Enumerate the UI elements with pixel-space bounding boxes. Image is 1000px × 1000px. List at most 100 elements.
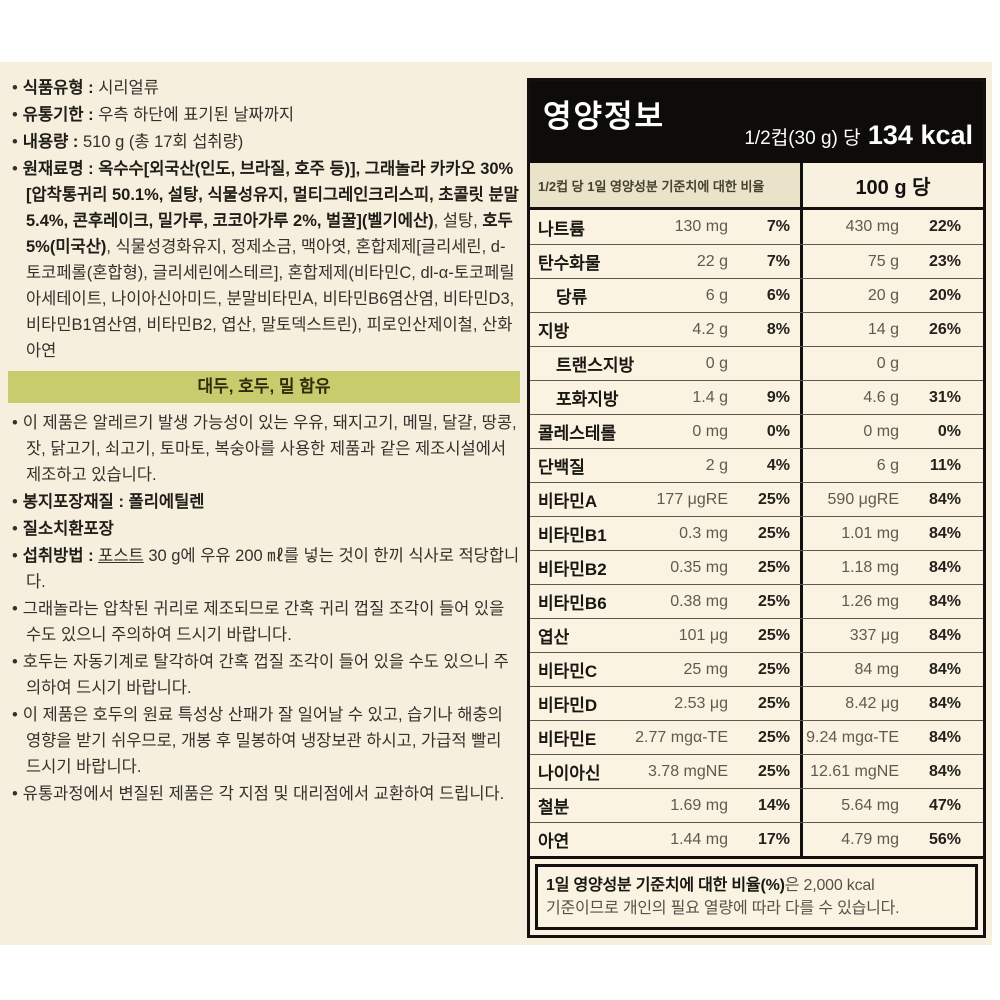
serving-suggestion-item: • 섭취방법 : 포스트 30 g에 우유 200 ㎖를 넣는 것이 한끼 식사로… (6, 543, 520, 595)
nutrient-name: 비타민A (538, 492, 598, 511)
serving-calories: 1/2컵(30 g) 당 134 kcal (744, 120, 973, 151)
per100g-amount: 1.26 mg (841, 592, 899, 610)
nutrition-row: 비타민C 25 mg 25% 84 mg 84% (530, 652, 983, 686)
nutrition-row: 콜레스테롤 0 mg 0% 0 mg 0% (530, 414, 983, 448)
bullet-icon: • (12, 547, 18, 565)
row-per100g-section: 0 g (800, 347, 983, 380)
nutrition-row: 나이아신 3.78 mgNE 25% 12.61 mgNE 84% (530, 754, 983, 788)
nutrition-row: 탄수화물 22 g 7% 75 g 23% (530, 244, 983, 278)
nutrition-row: 나트륨 130 mg 7% 430 mg 22% (530, 210, 983, 244)
footnote-mid-text: 은 (784, 877, 804, 894)
per100g-daily-percent: 84% (928, 728, 961, 746)
nutrition-row: 당류 6 g 6% 20 g 20% (530, 278, 983, 312)
footnote-line-1: 1일 영양성분 기준치에 대한 비율(%)은 2,000 kcal (546, 874, 967, 897)
per100g-amount: 6 g (876, 456, 899, 474)
granola-husk-text: 그래놀라는 압착된 귀리로 제조되므로 간혹 귀리 껍질 조각이 들어 있을 수… (22, 600, 505, 644)
footnote-line2-text: 기준이므로 개인의 필요 열량에 따라 다를 수 있습니다. (546, 900, 900, 917)
bullet-icon: • (12, 79, 18, 97)
footnote-bold-text: 1일 영양성분 기준치에 대한 비율(%) (546, 877, 785, 894)
row-per100g-section: 12.61 mgNE 84% (800, 755, 983, 788)
serving-daily-percent: 25% (757, 524, 790, 542)
product-type-item: • 식품유형 : 시리얼류 (6, 75, 520, 101)
per-100g-header: 100 g 당 (855, 176, 931, 199)
serving-amount: 3.78 mgNE (647, 762, 728, 780)
row-serving-section: 비타민B2 0.35 mg 25% (530, 551, 800, 584)
per100g-amount: 590 μgRE (827, 490, 899, 508)
separator: : (68, 133, 83, 151)
net-content-value: 510 g (총 17회 섭취량) (83, 133, 244, 151)
per100g-amount: 337 μg (849, 626, 899, 644)
serving-daily-percent: 25% (757, 660, 790, 678)
row-per100g-section: 9.24 mgα-TE 84% (800, 721, 983, 754)
serving-amount: 0 mg (692, 422, 728, 440)
bullet-icon: • (12, 133, 18, 151)
serving-daily-percent: 25% (757, 490, 790, 508)
per100g-daily-percent: 84% (928, 524, 961, 542)
daily-value-basis-text: 1/2컵 당 1일 영양성분 기준치에 대한 비율 (538, 178, 765, 194)
row-per100g-section: 20 g 20% (800, 279, 983, 312)
nutrient-name: 비타민B1 (538, 526, 607, 545)
row-serving-section: 비타민B6 0.38 mg 25% (530, 585, 800, 618)
nutrient-name: 비타민B6 (538, 594, 607, 613)
net-content-item: • 내용량 : 510 g (총 17회 섭취량) (6, 129, 520, 155)
ingredients-rest: , 식물성경화유지, 정제소금, 맥아엿, 혼합제제[글리세린, d-토코페롤(… (26, 238, 515, 360)
nutrition-row: 철분 1.69 mg 14% 5.64 mg 47% (530, 788, 983, 822)
separator: : (83, 160, 99, 178)
row-per100g-section: 4.6 g 31% (800, 381, 983, 414)
serving-amount: 2.53 μg (674, 694, 728, 712)
nutrition-row: 아연 1.44 mg 17% 4.79 mg 56% (530, 822, 983, 856)
ingredients-item: • 원재료명 : 옥수수[외국산(인도, 브라질, 호주 등)], 그래놀라 카카… (6, 156, 520, 364)
nutrient-name: 비타민E (538, 730, 597, 749)
bullet-icon: • (12, 106, 18, 124)
row-serving-section: 아연 1.44 mg 17% (530, 823, 800, 856)
row-per100g-section: 590 μgRE 84% (800, 483, 983, 516)
serving-amount: 22 g (696, 252, 728, 270)
bullet-icon: • (12, 493, 18, 511)
serving-amount: 2 g (705, 456, 728, 474)
row-per100g-section: 84 mg 84% (800, 653, 983, 686)
ingredients-walnut-bold: 호두 5%(미국산) (26, 212, 513, 256)
per100g-daily-percent: 84% (928, 490, 961, 508)
per100g-daily-percent: 23% (928, 252, 961, 270)
nutrition-row: 포화지방 1.4 g 9% 4.6 g 31% (530, 380, 983, 414)
per100g-amount: 20 g (867, 286, 899, 304)
ingredients-label: 원재료명 (22, 160, 84, 178)
per100g-daily-percent: 20% (928, 286, 961, 304)
serving-method-text: 30 g에 우유 200 ㎖를 넣는 것이 한끼 식사로 적당합니다. (26, 547, 520, 591)
serving-amount: 1.69 mg (670, 796, 728, 814)
nutrient-name: 지방 (538, 322, 570, 341)
per100g-daily-percent: 31% (928, 388, 961, 406)
walnut-shell-text: 호두는 자동기계로 탈각하여 간혹 껍질 조각이 들어 있을 수도 있으니 주의… (22, 653, 509, 697)
per100g-daily-percent: 84% (928, 762, 961, 780)
per100g-amount: 84 mg (854, 660, 899, 678)
footnote-line-2: 기준이므로 개인의 필요 열량에 따라 다를 수 있습니다. (546, 897, 967, 920)
row-serving-section: 나트륨 130 mg 7% (530, 210, 800, 244)
row-serving-section: 엽산 101 μg 25% (530, 619, 800, 652)
column-header-left: 1/2컵 당 1일 영양성분 기준치에 대한 비율 (530, 163, 800, 207)
exchange-policy-text: 유통과정에서 변질된 제품은 각 지점 및 대리점에서 교환하여 드립니다. (22, 785, 505, 803)
serving-daily-percent: 14% (757, 796, 790, 814)
nitrogen-packaging-text: 질소치환포장 (22, 520, 114, 538)
product-info-column: • 식품유형 : 시리얼류 • 유통기한 : 우측 하단에 표기된 날짜까지 • 내용… (6, 74, 520, 808)
row-per100g-section: 75 g 23% (800, 245, 983, 278)
per100g-amount: 0 mg (863, 422, 899, 440)
bullet-icon: • (12, 600, 18, 618)
serving-daily-percent: 25% (757, 728, 790, 746)
serving-daily-percent: 8% (766, 320, 790, 338)
row-per100g-section: 8.42 μg 84% (800, 687, 983, 720)
bullet-icon: • (12, 785, 18, 803)
daily-value-footnote: 1일 영양성분 기준치에 대한 비율(%)은 2,000 kcal 기준이므로 … (535, 864, 978, 930)
nutrient-name: 탄수화물 (538, 254, 601, 273)
row-serving-section: 트랜스지방 0 g (530, 347, 800, 380)
shelf-life-value: 우측 하단에 표기된 날짜까지 (98, 106, 295, 124)
serving-daily-percent: 6% (766, 286, 790, 304)
per100g-amount: 8.42 μg (845, 694, 899, 712)
per100g-amount: 430 mg (845, 218, 899, 235)
brand-underlined: 포스트 (98, 547, 144, 565)
per100g-daily-percent: 84% (928, 660, 961, 678)
row-per100g-section: 1.18 mg 84% (800, 551, 983, 584)
bullet-icon: • (12, 414, 18, 432)
nutrient-name: 나트륨 (538, 219, 585, 239)
serving-daily-percent: 25% (757, 626, 790, 644)
nutrition-row: 트랜스지방 0 g 0 g (530, 346, 983, 380)
